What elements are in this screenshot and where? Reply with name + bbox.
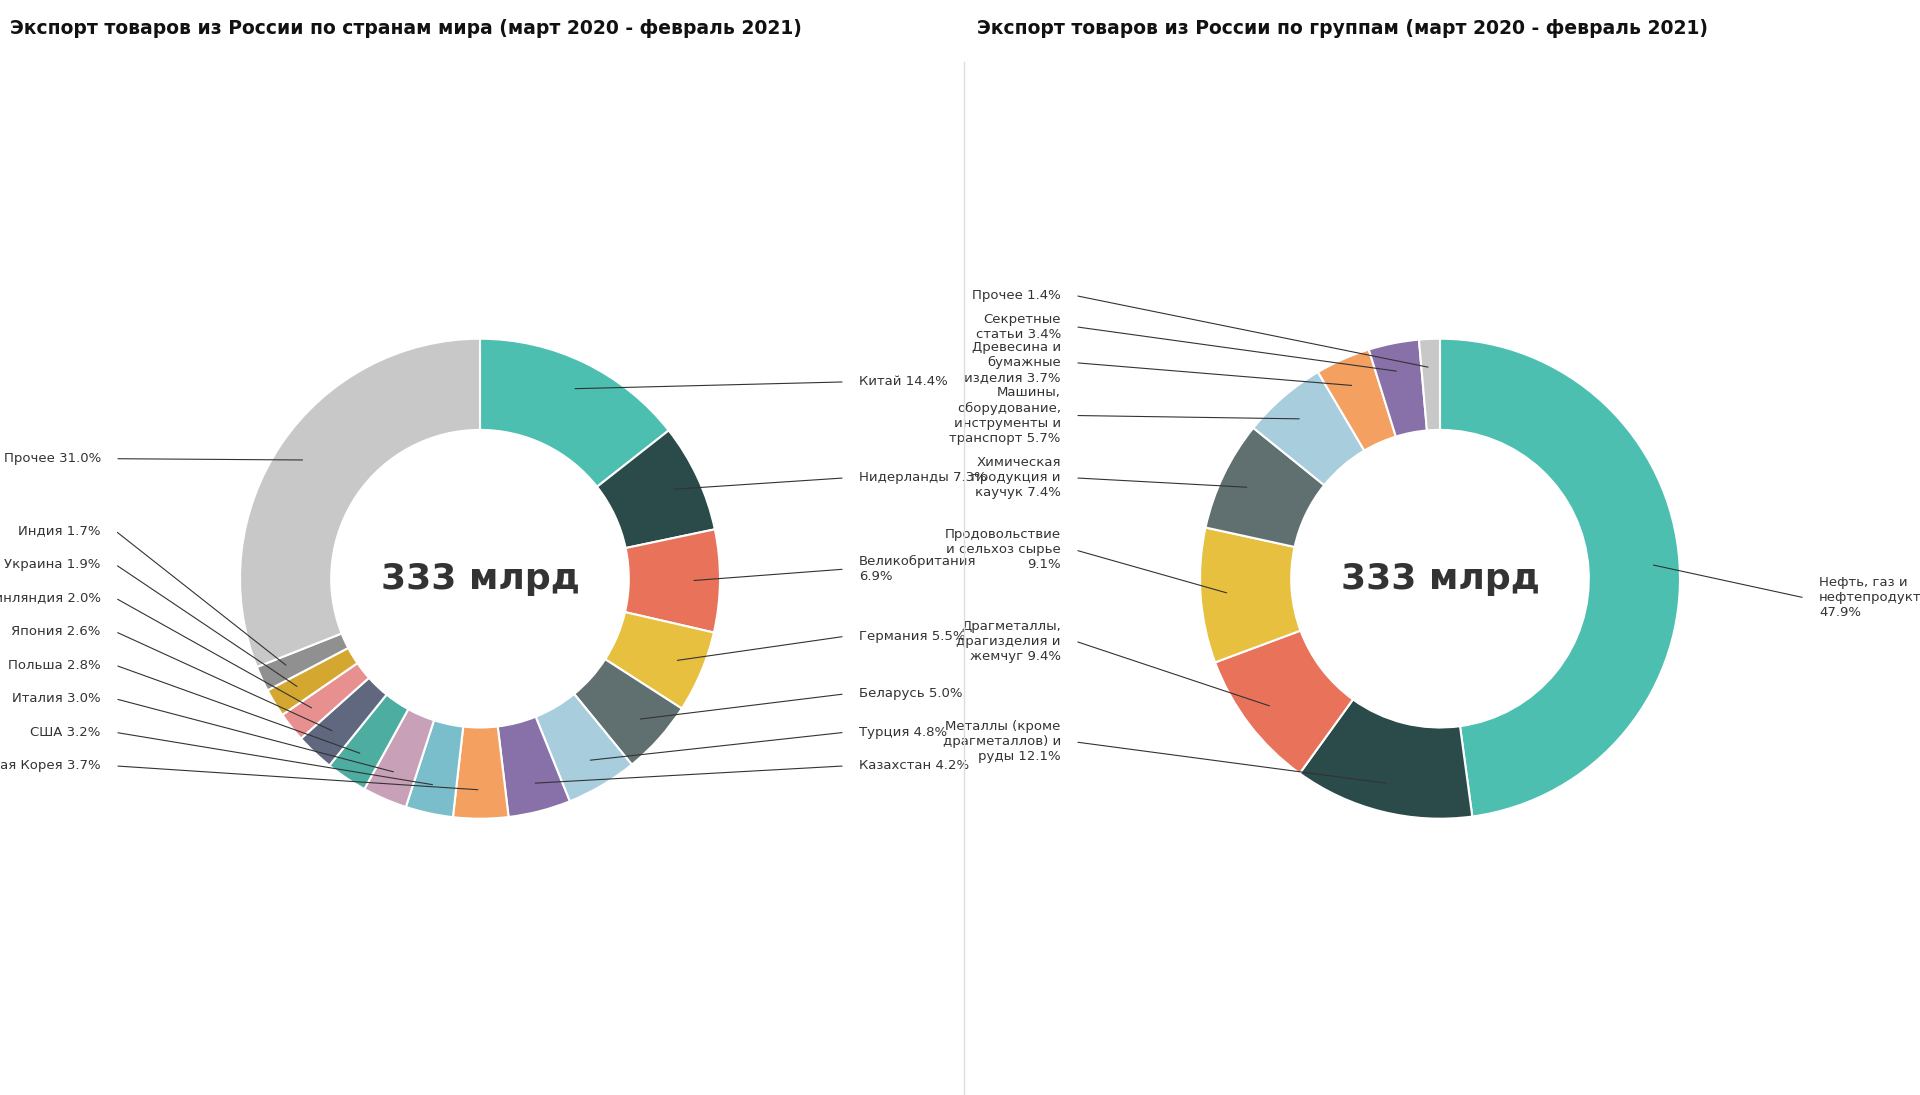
Wedge shape: [597, 430, 714, 549]
Text: Металлы (кроме
драгметаллов) и
руды 12.1%: Металлы (кроме драгметаллов) и руды 12.1…: [943, 721, 1060, 763]
Text: Прочее 31.0%: Прочее 31.0%: [4, 452, 100, 465]
Wedge shape: [257, 634, 348, 690]
Text: Китай 14.4%: Китай 14.4%: [860, 376, 948, 389]
Text: Казахстан 4.2%: Казахстан 4.2%: [860, 760, 970, 772]
Wedge shape: [497, 717, 570, 817]
Text: Экспорт товаров из России по странам мира (март 2020 - февраль 2021): Экспорт товаров из России по странам мир…: [10, 19, 801, 38]
Wedge shape: [240, 338, 480, 667]
Wedge shape: [453, 726, 509, 819]
Text: Машины,
оборудование,
инструменты и
транспорт 5.7%: Машины, оборудование, инструменты и тран…: [948, 387, 1060, 445]
Wedge shape: [574, 659, 682, 764]
Wedge shape: [1369, 339, 1427, 437]
Text: Нефть, газ и
нефтепродукты
47.9%: Нефть, газ и нефтепродукты 47.9%: [1820, 576, 1920, 620]
Wedge shape: [405, 721, 463, 817]
Text: Турция 4.8%: Турция 4.8%: [860, 726, 947, 739]
Text: Экспорт товаров из России по группам (март 2020 - февраль 2021): Экспорт товаров из России по группам (ма…: [977, 19, 1709, 38]
Wedge shape: [480, 338, 668, 487]
Text: Нидерланды 7.3%: Нидерланды 7.3%: [860, 472, 987, 484]
Text: Германия 5.5%: Германия 5.5%: [860, 630, 966, 643]
Wedge shape: [330, 694, 409, 789]
Wedge shape: [626, 529, 720, 633]
Text: Финляндия 2.0%: Финляндия 2.0%: [0, 591, 100, 604]
Wedge shape: [1200, 528, 1300, 662]
Wedge shape: [365, 710, 434, 807]
Text: Древесина и
бумажные
изделия 3.7%: Древесина и бумажные изделия 3.7%: [964, 342, 1060, 384]
Text: Химическая
продукция и
каучук 7.4%: Химическая продукция и каучук 7.4%: [972, 457, 1060, 499]
Text: Секретные
статьи 3.4%: Секретные статьи 3.4%: [975, 313, 1060, 341]
Wedge shape: [301, 678, 386, 765]
Text: Прочее 1.4%: Прочее 1.4%: [972, 289, 1060, 302]
Text: 333 млрд: 333 млрд: [1340, 562, 1540, 596]
Text: США 3.2%: США 3.2%: [31, 726, 100, 739]
Text: Продовольствие
и сельхоз сырье
9.1%: Продовольствие и сельхоз сырье 9.1%: [945, 529, 1060, 572]
Wedge shape: [1419, 338, 1440, 430]
Wedge shape: [1206, 428, 1325, 548]
Wedge shape: [282, 664, 369, 738]
Wedge shape: [536, 694, 632, 802]
Text: Южная Корея 3.7%: Южная Корея 3.7%: [0, 760, 100, 772]
Wedge shape: [1215, 631, 1354, 773]
Wedge shape: [1254, 372, 1365, 485]
Wedge shape: [1317, 349, 1396, 450]
Text: 333 млрд: 333 млрд: [380, 562, 580, 596]
Text: Япония 2.6%: Япония 2.6%: [12, 625, 100, 638]
Wedge shape: [267, 648, 357, 715]
Text: Великобритания
6.9%: Великобритания 6.9%: [860, 555, 977, 584]
Wedge shape: [1300, 700, 1473, 819]
Text: Беларусь 5.0%: Беларусь 5.0%: [860, 688, 962, 701]
Text: Драгметаллы,
драгизделия и
жемчуг 9.4%: Драгметаллы, драгизделия и жемчуг 9.4%: [956, 620, 1060, 662]
Text: Италия 3.0%: Италия 3.0%: [12, 692, 100, 705]
Text: Украина 1.9%: Украина 1.9%: [4, 557, 100, 570]
Wedge shape: [605, 612, 714, 708]
Text: Индия 1.7%: Индия 1.7%: [19, 525, 100, 538]
Text: Польша 2.8%: Польша 2.8%: [8, 658, 100, 671]
Wedge shape: [1440, 338, 1680, 817]
